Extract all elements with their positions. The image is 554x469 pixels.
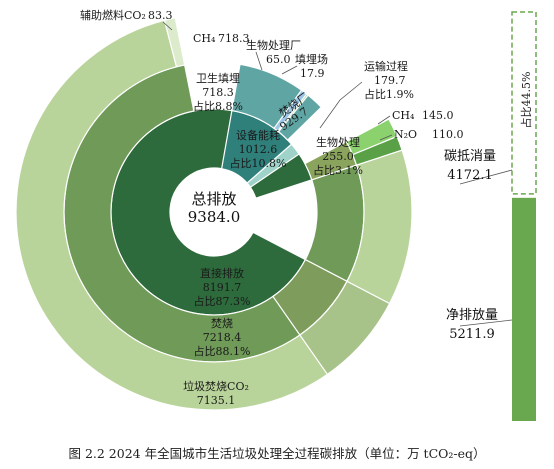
label-incineration-value: 7218.4 — [203, 331, 242, 344]
label-offset-value: 4172.1 — [447, 168, 493, 183]
sector-waste-incineration-co2 — [15, 19, 413, 411]
label-landfill-site-name: 填埋场 — [295, 52, 328, 66]
leader-bio-plant — [255, 51, 263, 71]
leader-ch4-bio — [377, 115, 391, 125]
label-incineration-name: 焚烧 — [211, 317, 233, 330]
net-emission-bar — [511, 11, 537, 421]
sector-n2o-bio — [351, 135, 403, 166]
leader-n2o — [379, 134, 393, 141]
label-transport-name: 运输过程 — [364, 59, 408, 73]
sector-incineration-plant — [231, 63, 323, 141]
label-direct-name: 直接排放 — [200, 266, 244, 280]
label-waste-co2-value: 7135.1 — [197, 394, 236, 407]
leader-offset — [459, 169, 513, 185]
label-equipment-value: 1012.6 — [239, 143, 278, 156]
bar-net-emission — [512, 197, 536, 421]
label-net-name: 净排放量 — [446, 308, 498, 323]
label-bio-treatment-pct: 占比3.1% — [313, 163, 363, 177]
center-value: 9384.0 — [188, 208, 241, 226]
label-aux-fuel-name: 辅助燃料CO₂ — [80, 8, 146, 22]
label-landfill-value: 718.3 — [202, 86, 234, 99]
label-bio-treatment-value: 255.0 — [322, 150, 354, 163]
center-label: 总排放 — [191, 190, 236, 208]
sector-ch4-landfill — [299, 280, 391, 376]
label-landfill-site-value: 17.9 — [300, 67, 325, 80]
label-incineration-pct: 占比88.1% — [194, 344, 251, 358]
center-hole — [170, 168, 258, 256]
label-ch4-landfill-name: CH₄ — [193, 32, 216, 45]
label-net-value: 5211.9 — [449, 327, 495, 342]
label-ch4-landfill-value: 718.3 — [218, 32, 250, 45]
bar-carbon-offset — [511, 11, 537, 195]
label-n2o-name: N₂O — [394, 128, 417, 141]
label-offset-pct: 占比44.5% — [519, 72, 533, 129]
label-bio-plant-name: 生物处理厂 — [246, 38, 301, 52]
label-ch4-bio-name: CH₄ — [392, 109, 415, 122]
figure-caption: 图 2.2 2024 年全国城市生活垃圾处理全过程碳排放（单位：万 tCO₂-e… — [68, 446, 486, 461]
sector-aux-fuel-co2 — [163, 17, 186, 68]
label-offset-name: 碳抵消量 — [444, 149, 496, 164]
leader-net — [459, 319, 513, 327]
label-transport-value: 179.7 — [374, 74, 406, 87]
leader-transport — [319, 81, 363, 129]
label-ch4-bio-value: 145.0 — [422, 109, 454, 122]
sunburst-sectors — [15, 17, 413, 411]
leader-landfill-site — [281, 65, 298, 75]
label-landfill-name: 卫生填埋 — [196, 71, 240, 85]
label-waste-co2-name: 垃圾焚烧CO₂ — [183, 379, 249, 393]
label-equipment-name: 设备能耗 — [236, 128, 280, 142]
leader-aux-fuel — [162, 21, 173, 31]
label-n2o-value: 110.0 — [432, 128, 464, 141]
label-bio-plant-value: 65.0 — [266, 53, 291, 66]
label-bio-treatment-name: 生物处理 — [316, 135, 360, 149]
label-direct-pct: 占比87.3% — [194, 294, 251, 308]
leader-lines — [162, 21, 513, 327]
sector-landfill-site — [276, 93, 309, 133]
label-direct-value: 8191.7 — [203, 281, 242, 294]
label-transport-pct: 占比1.9% — [364, 87, 414, 101]
label-equipment-pct: 占比10.8% — [230, 156, 287, 170]
label-aux-fuel-value: 83.3 — [148, 9, 173, 22]
label-landfill-pct: 占比8.8% — [193, 99, 243, 113]
